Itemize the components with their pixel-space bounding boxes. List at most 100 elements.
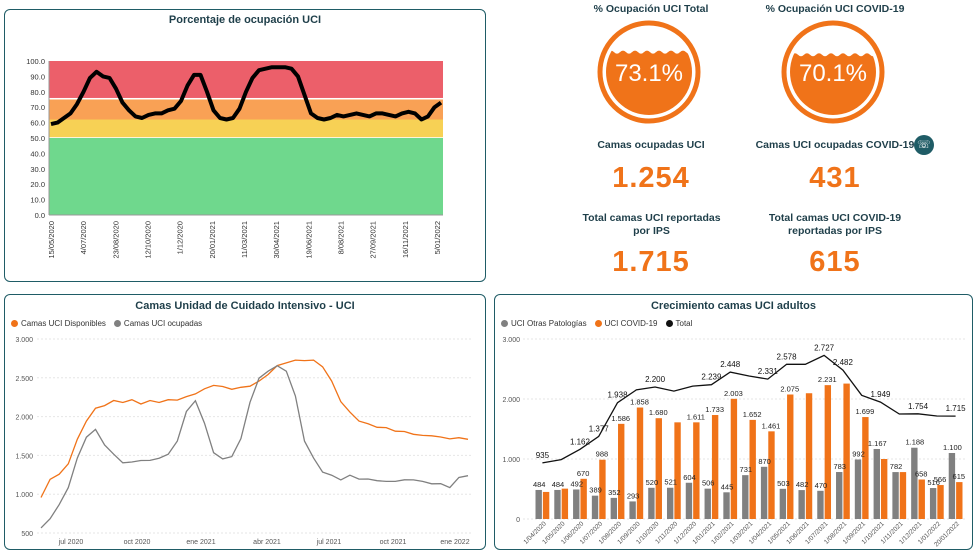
growth-label-covid-6: 1.680 [649,408,668,417]
growth-bar-covid-13 [787,394,794,519]
growth-label-total-18: 1.949 [870,390,891,399]
growth-panel: Crecimiento camas UCI adultos UCI Otras … [494,294,973,550]
growth-label-covid-10: 2.003 [724,389,743,398]
gauge-total: 73.1% [597,20,701,124]
growth-bar-covid-18 [880,459,888,519]
legend-available[interactable]: Camas UCI Disponibles [11,319,106,328]
growth-label-other-4: 352 [608,488,621,497]
growth-label-other-17: 992 [852,449,865,458]
beds-xtick-6: ene 2022 [440,539,469,546]
growth-label-other-15: 470 [815,481,828,490]
beds-xtick-0: jul 2020 [58,539,84,546]
growth-bar-other-4 [610,497,618,519]
growth-label-covid-5: 1.858 [630,398,649,407]
occupancy-xtick-10: 27/09/2021 [369,221,378,259]
growth-label-total-13: 2.578 [777,352,798,361]
kpi-reported-covid-title: Total camas UCI COVID-19 reportadas por … [768,212,902,237]
growth-bar-other-12 [760,466,768,519]
growth-label-other-22: 1.100 [943,443,962,452]
legend-other[interactable]: UCI Otras Patologías [501,319,587,328]
growth-bar-covid-20 [918,479,925,519]
growth-label-total-12: 2.331 [758,367,779,376]
beds-ytick-0: 500 [21,531,33,538]
growth-bar-other-19 [892,472,899,519]
growth-bar-covid-16 [843,383,850,519]
occupancy-ytick-3: 30.0 [30,165,45,174]
growth-bar-other-1 [554,489,561,519]
growth-bar-covid-14 [805,393,813,519]
growth-label-covid-11: 1.652 [743,410,762,419]
growth-label-covid-22: 615 [953,472,966,481]
kpi-reported-covid-value: 615 [809,246,861,278]
occupancy-panel-title: Porcentaje de ocupación UCI [168,14,322,26]
growth-bar-covid-5 [636,407,644,519]
occupancy-ytick-10: 100.0 [26,57,45,66]
growth-ytick-2: 2.000 [502,397,520,404]
growth-label-covid-9: 1.733 [705,405,724,414]
growth-bar-covid-11 [749,419,756,519]
legend-total-label: Total [675,319,693,328]
info-help-icon[interactable]: ☏ [914,135,934,155]
occupancy-xtick-0: 15/05/2020 [47,221,56,259]
legend-covid[interactable]: UCI COVID-19 [594,319,658,328]
beds-chart: 500 1.000 1.500 2.000 2.500 3.000 jul 2020 oct … [15,337,473,546]
occupancy-xtick-12: 5/01/2022 [433,221,442,254]
growth-label-covid-13: 2.075 [780,385,799,394]
growth-ytick-1: 1.000 [502,457,520,464]
gauge-covid: 70.1% [781,20,885,124]
occupancy-band-3 [49,97,443,100]
legend-total[interactable]: Total [665,319,693,328]
beds-xtick-1: oct 2020 [124,539,151,546]
occupancy-ytick-4: 40.0 [30,149,45,158]
growth-label-covid-2: 670 [577,469,590,478]
occupancy-ytick-6: 60.0 [30,119,45,128]
legend-available-label: Camas UCI Disponibles [21,319,106,328]
occupancy-xtick-9: 8/08/2021 [337,221,346,254]
legend-occupied-label: Camas UCI ocupadas [123,319,203,328]
growth-label-total-20: 1.754 [908,402,929,411]
beds-xtick-5: oct 2021 [380,539,407,546]
occupancy-xtick-6: 11/03/2021 [240,221,249,258]
occupancy-xtick-5: 20/01/2021 [208,221,217,259]
growth-bar-other-21 [929,488,937,519]
beds-ytick-1: 1.000 [15,492,33,499]
growth-bar-other-3 [591,495,599,519]
growth-bar-other-8 [685,482,693,519]
growth-bar-other-2 [573,489,580,519]
occupancy-ytick-2: 20.0 [30,180,45,189]
growth-bar-other-17 [854,459,862,519]
growth-bar-covid-12 [768,431,775,519]
growth-label-other-16: 783 [833,462,846,471]
growth-bar-other-0 [535,489,542,519]
occupancy-panel: Porcentaje de ocupación UCI 0.0 10.0 20.0 3… [4,9,486,282]
growth-label-total-3: 1.377 [589,424,610,433]
growth-bar-covid-21 [937,485,944,519]
beds-series-0 [40,359,469,498]
growth-panel-title: Crecimiento camas UCI adultos [650,300,817,312]
beds-legend: Camas UCI Disponibles Camas UCI ocupadas [11,319,202,328]
occupancy-ytick-5: 50.0 [30,134,45,143]
growth-label-other-20: 1.188 [905,438,924,447]
growth-label-other-11: 731 [740,465,753,474]
kpi-occupied-value: 1.254 [612,162,690,194]
growth-chart: 01.0002.0003.0004841/04/20204841/05/2020… [502,337,967,548]
legend-covid-label: UCI COVID-19 [604,319,658,328]
occupancy-ytick-8: 80.0 [30,88,45,97]
kpi-covid-title: % Ocupación UCI COVID-19 [765,3,905,15]
growth-label-other-0: 484 [533,480,546,489]
legend-other-label: UCI Otras Patologías [511,319,587,328]
growth-label-total-22: 1.715 [946,404,967,413]
growth-bar-other-7 [666,487,674,519]
growth-label-other-21: 516 [927,478,940,487]
kpi-reported-title: Total camas UCI reportadas por IPS [582,212,721,237]
growth-bar-other-20 [911,447,918,519]
growth-label-covid-21: 566 [934,475,947,484]
growth-bar-other-15 [817,490,824,519]
legend-occupied[interactable]: Camas UCI ocupadas [113,319,203,328]
occupancy-band-orange [49,99,443,120]
growth-bar-covid-10 [730,398,738,519]
growth-bar-covid-15 [824,385,832,519]
beds-panel: Camas Unidad de Cuidado Intensivo - UCI … [4,294,486,550]
growth-label-total-15: 2.727 [814,343,835,352]
growth-bar-other-14 [798,490,805,519]
